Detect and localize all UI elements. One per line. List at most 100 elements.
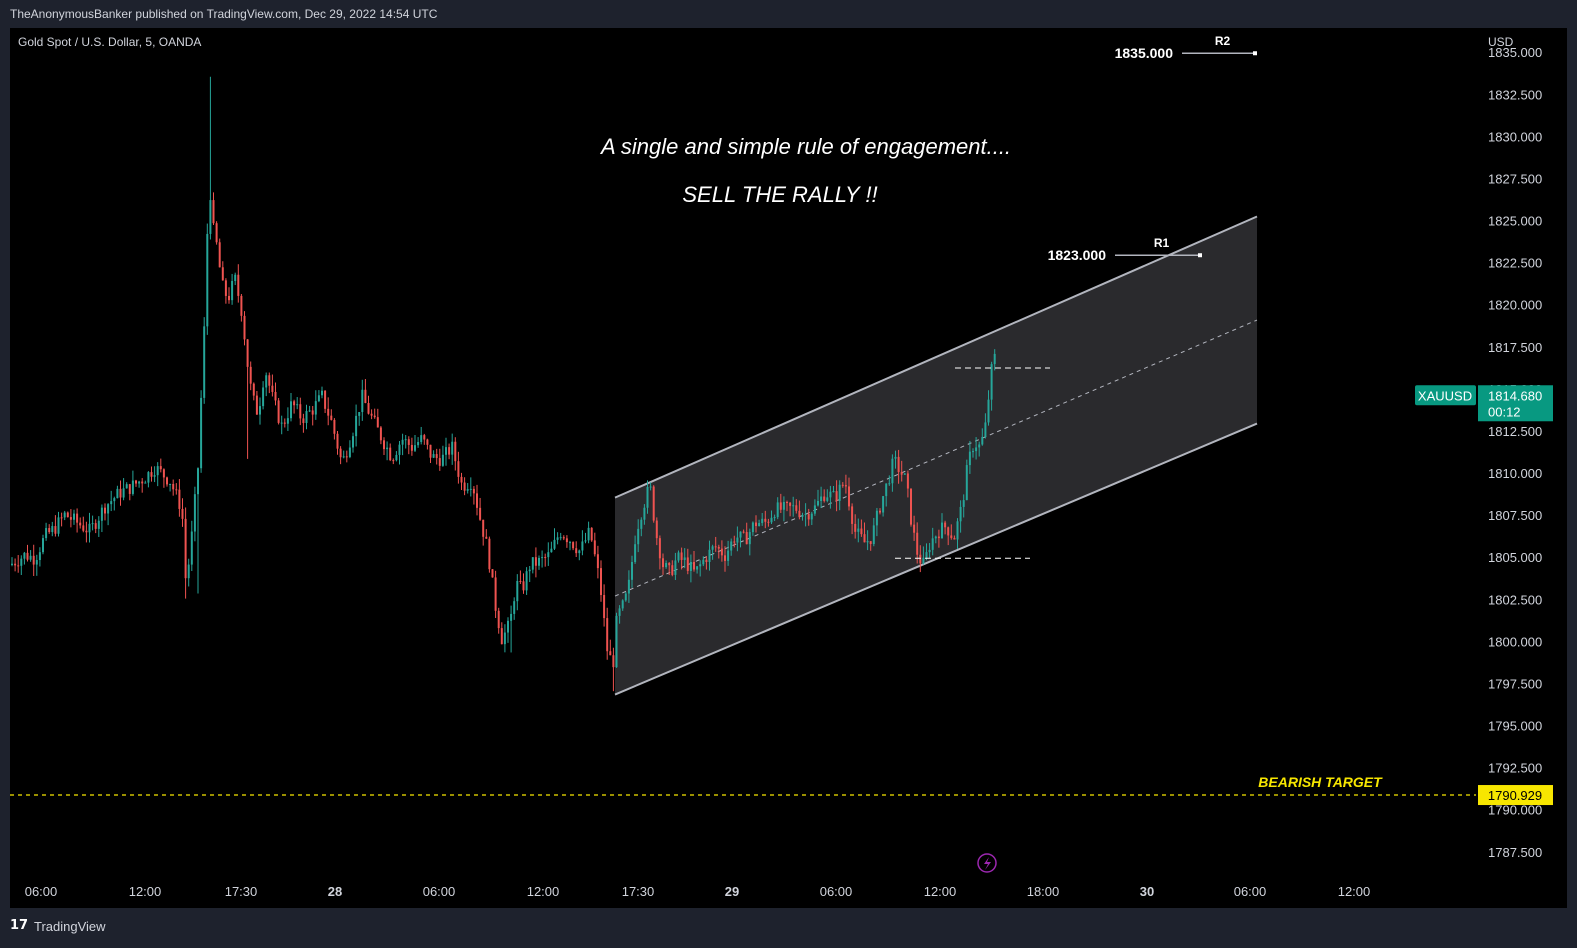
y-tick-label: 1827.500 [1488,171,1542,186]
candle-body [621,600,624,609]
x-tick-label: 30 [1140,884,1154,899]
candle-body [166,477,168,485]
candle-body [144,482,147,484]
candle-body [751,522,754,533]
candle-body [820,496,823,501]
drawings-layer: 1835.000 R2 1823.000 R1 BEARISH TARGET [10,34,1476,873]
candle-body [680,552,683,560]
candle-body [454,441,457,462]
x-tick-label: 18:00 [1027,884,1060,899]
candle-body [128,484,131,494]
candle-body [885,483,888,497]
channel-upper-line [614,215,1258,499]
price-chart[interactable]: 1835.000 R2 1823.000 R1 BEARISH TARGET 1835.… [10,28,1567,908]
candle-body [336,433,339,449]
candle-body [277,400,280,423]
candle-body [528,569,531,572]
candle-body [299,404,302,419]
publish-header: TheAnonymousBanker published on TradingV… [0,0,1577,28]
candle-body [761,518,764,524]
candle-body [668,562,671,566]
candle-body [491,569,494,578]
candle-body [857,528,860,532]
chart-area[interactable]: 1835.000 R2 1823.000 R1 BEARISH TARGET 1835.… [10,28,1567,908]
candle-body [968,451,971,466]
x-tick-label: 12:00 [527,884,560,899]
parallel-channel[interactable] [614,215,1258,696]
candle-body [240,295,243,316]
candle-body [32,555,35,565]
x-tick-label: 06:00 [423,884,456,899]
candle-body [947,527,950,536]
x-tick-label: 06:00 [820,884,853,899]
publish-info: TheAnonymousBanker published on TradingV… [10,7,438,21]
candle-body [66,512,69,518]
candle-body [643,507,646,520]
candle-body [903,473,906,475]
candle-body [693,561,695,570]
y-tick-label: 1812.500 [1488,424,1542,439]
candle-body [826,497,829,501]
annotation-rule[interactable]: A single and simple rule of engagement..… [599,134,1011,159]
candle-body [246,339,249,367]
candle-body [373,415,376,418]
candle-body [231,280,234,301]
annotation-sell[interactable]: SELL THE RALLY !! [682,182,877,207]
candle-body [990,364,993,400]
candle-body [776,502,779,518]
candle-body [20,558,23,566]
candle-body [401,439,404,445]
candle-body [550,548,553,553]
candle-body [88,523,91,533]
candle-body [23,552,26,559]
candle-body [107,504,110,514]
candle-body [897,456,900,473]
candle-body [283,422,286,424]
x-tick-label: 29 [725,884,739,899]
tradingview-logo-icon[interactable]: 17 [10,918,29,933]
candle-body [987,399,990,423]
candle-body [54,526,57,534]
candle-body [835,491,838,501]
candle-body [916,532,919,555]
candle-body [435,454,438,459]
candle-body [122,488,125,498]
candle-body [603,595,606,619]
candle-body [429,444,432,458]
candle-body [395,454,398,461]
candle-body [789,502,792,506]
candle-body [94,523,97,529]
candle-body [73,513,75,520]
candle-body [57,517,60,534]
candle-body [11,563,13,565]
symbol-badge-label: XAUUSD [1418,388,1472,403]
candle-body [965,465,968,501]
candle-body [286,418,289,424]
candle-body [767,521,770,523]
candle-body [441,454,444,466]
candle-body [333,419,336,434]
candle-body [172,483,175,490]
candle-body [600,568,602,596]
candle-body [786,501,788,503]
level-value-label: 1835.000 [1115,45,1174,61]
candle-body [138,481,141,484]
candle-body [615,615,618,668]
candle-body [472,488,475,494]
candle-body [798,510,801,517]
bearish-target-price-label: 1790.929 [1488,788,1542,803]
candle-body [330,415,333,420]
tradingview-brand[interactable]: TradingView [34,919,106,934]
candle-body [934,536,937,539]
x-tick-label: 12:00 [924,884,957,899]
candle-body [547,552,550,558]
candle-body [569,542,571,544]
candle-body [45,528,48,539]
candle-body [345,456,348,458]
candle-body [851,506,854,524]
symbol-title[interactable]: Gold Spot / U.S. Dollar, 5, OANDA [18,35,201,49]
candle-body [596,554,599,569]
candle-body [894,456,897,459]
candle-body [503,632,506,645]
candle-body [922,557,925,564]
